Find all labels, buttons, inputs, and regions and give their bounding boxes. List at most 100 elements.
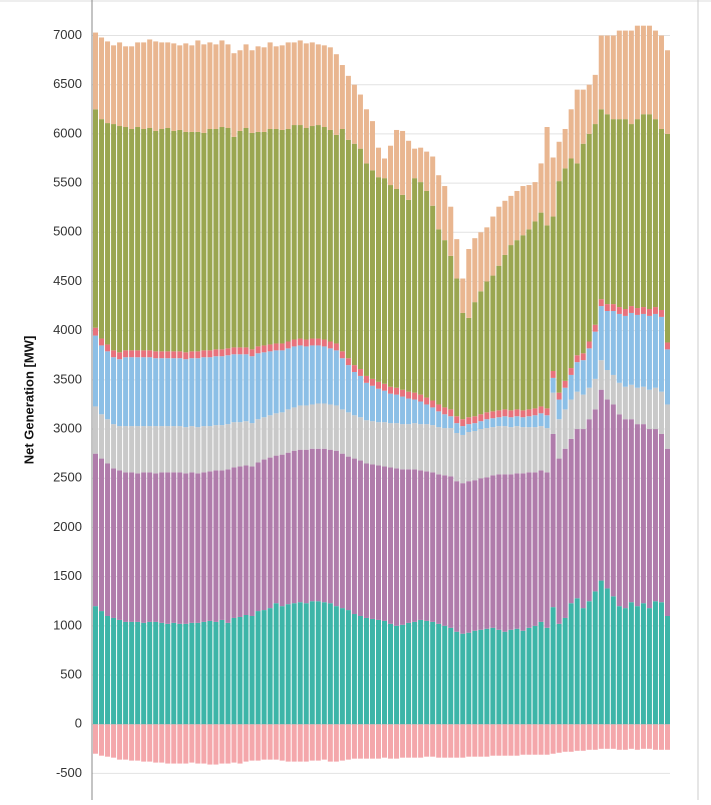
bar-segment [604,370,610,400]
bar-segment [394,129,400,189]
bar-segment [225,622,231,725]
bar-segment [490,724,496,756]
y-tick-label: 2500 [53,470,82,485]
bar-segment [129,46,135,129]
bar-segment [195,358,201,428]
bar-segment [237,422,243,467]
bar-segment [285,341,291,349]
bar-segment [183,623,189,725]
bar-segment [351,724,357,759]
bar-segment [538,163,544,213]
bar-segment [321,45,327,128]
bar-segment [634,308,640,315]
bar-segment [339,724,345,761]
bar-segment [345,456,351,611]
bar-segment [189,45,195,132]
bar-segment [400,724,406,758]
bar-segment [279,129,285,344]
bar-segment [574,598,580,725]
bar-segment [231,136,237,348]
bar-segment [375,388,381,423]
bar-segment [382,158,388,179]
bar-segment [153,130,159,352]
bar-segment [544,627,550,725]
bar-segment [291,42,297,126]
bar-segment [345,724,351,760]
bar-segment [484,227,490,282]
bar-segment [261,459,267,611]
bar-segment [195,622,201,725]
bar-segment [153,621,159,725]
bar-segment [472,416,478,424]
bar-segment [231,53,237,137]
bar-segment [135,621,141,725]
bar-segment [105,351,111,420]
bar-segment [249,724,255,761]
bar-segment [249,615,255,725]
bar-segment [267,457,273,609]
bar-segment [616,606,622,725]
bar-segment [634,25,640,120]
bar-segment [99,338,105,346]
bar-segment [556,399,562,420]
bar-segment [195,724,201,764]
bar-segment [610,35,616,120]
bar-segment [580,429,586,609]
bar-segment [171,724,177,764]
bar-segment [430,724,436,757]
bar-segment [472,724,478,757]
bar-segment [285,42,291,129]
bar-segment [309,345,315,405]
y-tick-label: 500 [60,666,82,681]
bar-segment [207,128,213,351]
bar-segment [508,410,514,418]
bar-segment [177,129,183,352]
bar-segment [586,387,592,420]
bar-segment [177,623,183,725]
bar-segment [123,46,129,128]
bar-segment [400,624,406,725]
bar-segment [171,426,177,473]
bar-segment [646,608,652,725]
bar-segment [490,627,496,725]
bar-segment [309,404,315,449]
bar-segment [363,463,369,618]
bar-segment [111,357,117,425]
bar-segment [616,313,622,383]
bar-segment [183,724,189,764]
bar-segment [568,374,574,400]
bar-segment [345,139,351,359]
bar-segment [303,43,309,128]
bar-segment [117,42,123,127]
bar-segment [484,428,490,478]
bar-segment [424,397,430,405]
bar-segment [219,425,225,471]
bar-segment [400,469,406,625]
bar-segment [580,143,586,354]
bar-segment [652,387,658,430]
bar-segment [189,131,195,352]
bar-segment [400,389,406,397]
bar-segment [219,356,225,426]
bar-segment [526,724,532,755]
bar-segment [568,399,574,439]
bar-segment [117,359,123,427]
bar-segment [568,724,574,752]
bar-segment [436,427,442,475]
bar-segment [424,424,430,472]
bar-segment [189,351,195,359]
bar-segment [412,148,418,179]
bar-segment [454,481,460,632]
bar-segment [442,724,448,758]
bar-segment [622,119,628,310]
bar-segment [219,40,225,128]
bar-segment [177,724,183,764]
bar-segment [345,412,351,457]
bar-segment [321,724,327,760]
bar-segment [454,631,460,725]
bar-segment [273,413,279,456]
bar-segment [634,424,640,607]
bar-segment [255,611,261,725]
bar-segment [580,89,586,144]
